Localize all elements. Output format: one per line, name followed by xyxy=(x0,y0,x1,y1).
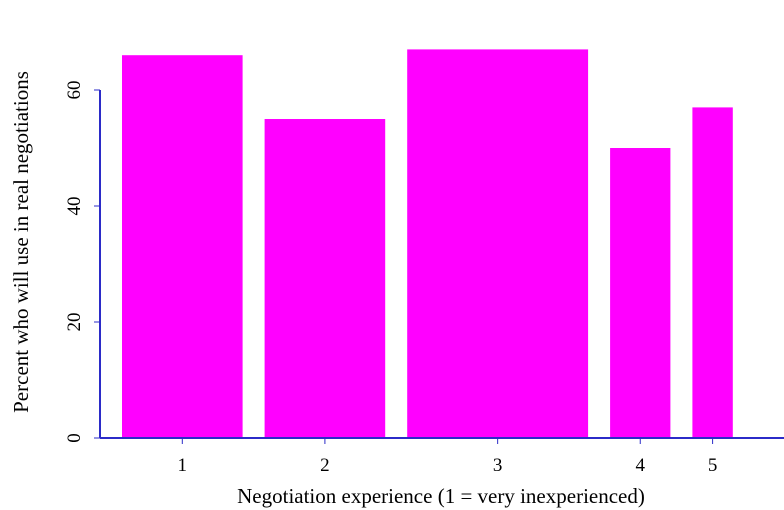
bar-5 xyxy=(692,107,733,439)
x-axis-label: Negotiation experience (1 = very inexper… xyxy=(237,484,645,508)
bars-group xyxy=(122,49,733,439)
bar-3 xyxy=(407,49,589,439)
bar-4 xyxy=(610,148,671,438)
x-tick-label-5: 5 xyxy=(708,455,718,476)
y-tick-label-20: 20 xyxy=(64,313,85,332)
y-tick-label-40: 40 xyxy=(64,197,85,216)
bar-2 xyxy=(264,119,386,438)
x-tick-label-3: 3 xyxy=(493,455,503,476)
x-tick-label-1: 1 xyxy=(178,455,188,476)
x-tick-label-4: 4 xyxy=(636,455,646,476)
bar-1 xyxy=(122,55,243,438)
y-tick-label-0: 0 xyxy=(64,433,85,443)
x-axis: 1 2 3 4 5 xyxy=(100,437,784,476)
y-tick-label-60: 60 xyxy=(64,81,85,100)
y-axis: 0 20 40 60 xyxy=(64,81,101,443)
y-axis-label: Percent who will use in real negotiation… xyxy=(9,71,33,413)
x-tick-label-2: 2 xyxy=(320,455,330,476)
